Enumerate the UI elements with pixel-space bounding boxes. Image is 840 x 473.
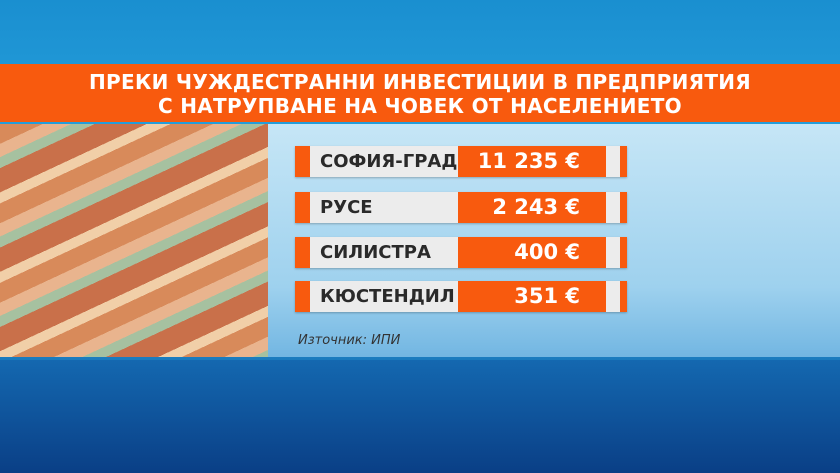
headline-line-1: ПРЕКИ ЧУЖДЕСТРАННИ ИНВЕСТИЦИИ В ПРЕДПРИЯ… <box>88 70 751 94</box>
region-label: РУСЕ <box>310 192 458 223</box>
region-label: СОФИЯ-ГРАД <box>310 146 458 177</box>
euro-banknotes-photo <box>0 124 268 357</box>
investment-value: 2 243 € <box>458 192 606 223</box>
investment-value: 351 € <box>458 281 606 312</box>
headline-banner: ПРЕКИ ЧУЖДЕСТРАННИ ИНВЕСТИЦИИ В ПРЕДПРИЯ… <box>0 64 840 122</box>
table-row: СИЛИСТРА 400 € <box>295 237 627 268</box>
background-band <box>0 360 840 473</box>
source-note: Източник: ИПИ <box>298 333 401 348</box>
investment-value: 400 € <box>458 237 606 268</box>
table-row: РУСЕ 2 243 € <box>295 192 627 223</box>
table-row: КЮСТЕНДИЛ 351 € <box>295 281 627 312</box>
table-row: СОФИЯ-ГРАД 11 235 € <box>295 146 627 177</box>
region-label: СИЛИСТРА <box>310 237 458 268</box>
region-label: КЮСТЕНДИЛ <box>310 281 458 312</box>
headline-line-2: С НАТРУПВАНЕ НА ЧОВЕК ОТ НАСЕЛЕНИЕТО <box>158 94 682 118</box>
investment-value: 11 235 € <box>458 146 606 177</box>
